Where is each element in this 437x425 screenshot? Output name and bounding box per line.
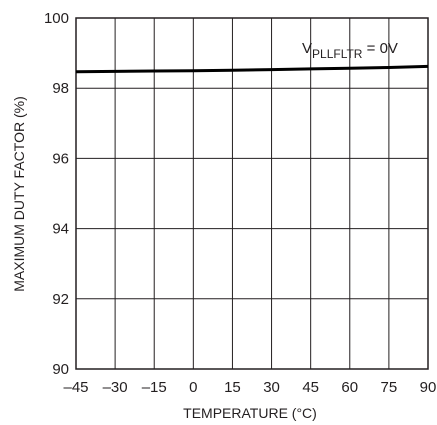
y-tick-label: 94 <box>52 221 69 238</box>
annotation-suffix: = 0V <box>362 40 397 57</box>
x-tick-label: 30 <box>263 379 280 396</box>
annotation-subscript: PLLFLTR <box>312 47 363 61</box>
x-axis-title: TEMPERATURE (°C) <box>183 405 317 421</box>
y-tick-label: 100 <box>44 10 69 27</box>
plot-frame <box>75 17 429 370</box>
grid <box>75 17 429 370</box>
curve-annotation: VPLLFLTR = 0V <box>302 40 398 61</box>
x-tick-label: –15 <box>142 379 167 396</box>
x-tick-label: 15 <box>224 379 241 396</box>
y-tick-label: 96 <box>52 150 69 167</box>
x-tick-label: –30 <box>103 379 128 396</box>
annotation-main: V <box>302 40 312 57</box>
x-tick-labels: –45 –30 –15 0 15 30 45 60 75 90 <box>63 379 436 396</box>
y-tick-label: 90 <box>52 361 69 378</box>
y-tick-labels: 90 92 94 96 98 100 <box>44 10 69 378</box>
y-tick-label: 92 <box>52 291 69 308</box>
y-axis-title: MAXIMUM DUTY FACTOR (%) <box>11 96 27 292</box>
y-tick-label: 98 <box>52 80 69 97</box>
x-tick-label: 75 <box>381 379 398 396</box>
x-tick-label: 60 <box>341 379 358 396</box>
series-line <box>75 64 429 74</box>
x-tick-label: 45 <box>302 379 319 396</box>
x-tick-label: 90 <box>420 379 437 396</box>
series-layer <box>75 64 429 74</box>
x-tick-label: 0 <box>189 379 197 396</box>
x-tick-label: –45 <box>63 379 88 396</box>
